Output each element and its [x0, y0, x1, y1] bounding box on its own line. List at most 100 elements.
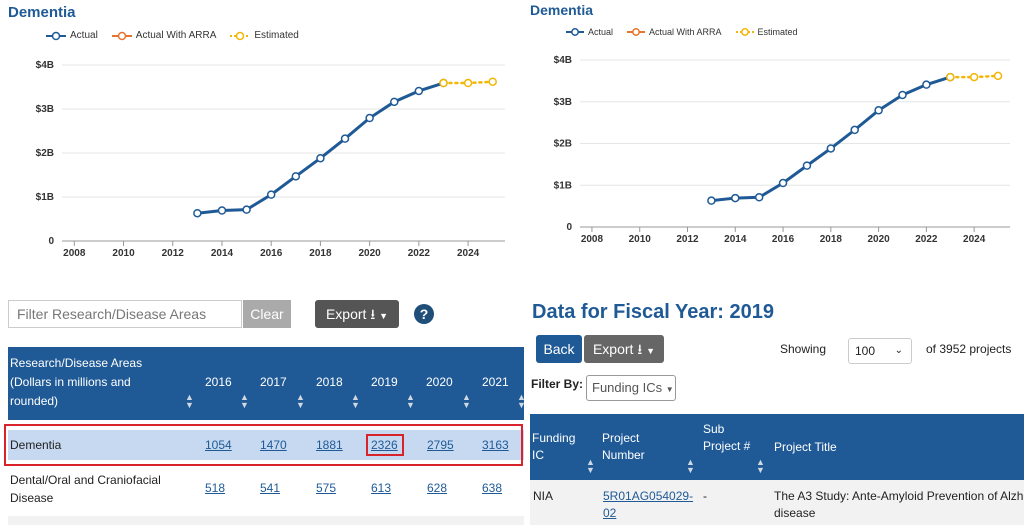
header-project-title[interactable]: Project Title: [774, 440, 837, 454]
data-point: [946, 72, 955, 82]
data-point: [193, 208, 202, 218]
row-name: Dementia: [10, 438, 62, 452]
left-panel: Dementia Actual Actual With ARRA Estimat…: [4, 4, 524, 525]
sort-icon[interactable]: ▲ ▼: [586, 457, 595, 475]
legend-line-icon: [735, 28, 754, 36]
legend-line-icon: [566, 28, 584, 36]
legend-item-arra[interactable]: Actual With ARRA: [111, 30, 217, 41]
value-link[interactable]: 518: [205, 481, 226, 495]
export-label: Export: [325, 306, 367, 322]
y-tick-label: $2B: [554, 139, 572, 150]
value-link[interactable]: 575: [316, 481, 337, 495]
x-tick-label: 2010: [112, 248, 135, 259]
header-year[interactable]: 2016: [205, 375, 232, 389]
data-point: [242, 205, 251, 214]
value-link[interactable]: 1470: [260, 438, 287, 452]
filter-research-input[interactable]: Filter Research/Disease Areas: [8, 300, 242, 328]
data-point: [802, 161, 812, 170]
value-link[interactable]: 613: [371, 481, 392, 495]
legend-label: Estimated: [757, 27, 798, 37]
value-link[interactable]: 3163: [482, 438, 509, 452]
back-button[interactable]: Back: [536, 335, 582, 363]
project-number-link[interactable]: 5R01AG054029-02: [603, 489, 694, 520]
legend-label: Actual With ARRA: [649, 27, 722, 37]
sort-icon[interactable]: ▲ ▼: [406, 392, 415, 410]
data-point: [778, 178, 788, 188]
value-link[interactable]: 2326: [371, 438, 398, 452]
download-icon: ⭳: [637, 341, 643, 357]
legend-item-actual[interactable]: Actual: [46, 30, 98, 41]
value-link[interactable]: 1054: [205, 438, 232, 452]
legend-line-icon: [111, 31, 132, 40]
sort-icon[interactable]: ▲ ▼: [185, 392, 194, 410]
value-link[interactable]: 628: [427, 481, 448, 495]
legend-line-icon: [46, 31, 66, 40]
x-tick-label: 2016: [772, 234, 795, 245]
header-year[interactable]: 2018: [316, 375, 343, 389]
header-funding-ic[interactable]: Funding IC: [532, 431, 576, 462]
right-panel: Dementia Actual Actual With ARRA Estimat…: [528, 0, 1024, 525]
y-tick-label: $4B: [36, 60, 54, 71]
table-row: Dental/Oral and Craniofacial Disease 518…: [8, 466, 524, 516]
help-icon[interactable]: ?: [414, 304, 434, 324]
sort-icon[interactable]: ▲ ▼: [351, 392, 360, 410]
data-point: [390, 97, 399, 107]
value-link[interactable]: 541: [260, 481, 281, 495]
x-tick-label: 2012: [162, 248, 185, 259]
data-point: [850, 125, 859, 135]
dementia-line-chart: 0 $1B $2B $3B $4B 2008 2010 2012 2014 2016 2018 202…: [554, 55, 1010, 245]
header-research-areas[interactable]: Research/Disease Areas (Dollars in milli…: [10, 356, 143, 408]
showing-label: Showing: [780, 342, 827, 356]
chevron-down-icon: ⌄: [894, 345, 903, 356]
value-link[interactable]: 2795: [427, 438, 454, 452]
legend-line-icon: [230, 31, 251, 40]
y-tick-label: $1B: [554, 180, 572, 191]
header-year[interactable]: 2020: [426, 375, 453, 389]
sort-icon[interactable]: ▲ ▼: [756, 457, 765, 475]
x-tick-label: 2020: [867, 234, 890, 245]
table-row: NIA 5R01AG054029-02 - The A3 Study: Ante…: [530, 480, 1024, 525]
header-year[interactable]: 2019: [371, 375, 398, 389]
data-point: [291, 172, 301, 181]
legend-item-estimated[interactable]: Estimated: [735, 27, 798, 37]
sort-icon[interactable]: ▲ ▼: [462, 392, 471, 410]
panel-divider: [524, 0, 528, 525]
page-size-value: 100: [855, 344, 876, 358]
legend-label: Actual With ARRA: [135, 30, 217, 41]
header-sub-project[interactable]: Sub Project #: [703, 422, 751, 453]
legend-item-estimated[interactable]: Estimated: [230, 30, 299, 41]
y-tick-label: $1B: [36, 192, 54, 203]
value-link[interactable]: 1881: [316, 438, 343, 452]
x-tick-label: 2008: [581, 234, 604, 245]
legend-item-actual[interactable]: Actual: [566, 27, 613, 37]
sort-icon[interactable]: ▲ ▼: [296, 392, 305, 410]
funding-ics-dropdown[interactable]: Funding ICs ▼: [586, 375, 676, 401]
page-size-select[interactable]: 100 ⌄: [848, 338, 912, 364]
chart-legend: Actual Actual With ARRA Estimated: [46, 30, 299, 41]
sort-icon[interactable]: ▲ ▼: [240, 392, 249, 410]
y-tick-label: $2B: [36, 148, 54, 159]
legend-item-arra[interactable]: Actual With ARRA: [627, 27, 722, 37]
header-year[interactable]: 2017: [260, 375, 287, 389]
highlight-cell-box: [366, 434, 404, 456]
filter-by-label: Filter By:: [531, 377, 584, 391]
x-tick-label: 2020: [359, 248, 382, 259]
export-button[interactable]: Export ⭳ ▼: [584, 335, 664, 363]
data-point: [365, 113, 374, 123]
header-year[interactable]: 2021: [482, 375, 509, 389]
sort-icon[interactable]: ▲ ▼: [517, 392, 524, 410]
project-count: of 3952 projects: [926, 342, 1012, 356]
header-project-number[interactable]: Project Number: [602, 431, 645, 462]
export-button[interactable]: Export ⭳ ▼: [315, 300, 399, 328]
data-point: [826, 144, 836, 153]
chart-title: Dementia: [8, 4, 76, 21]
clear-button[interactable]: Clear: [243, 300, 291, 328]
sort-icon[interactable]: ▲ ▼: [686, 457, 695, 475]
funding-ic-cell: NIA: [533, 489, 554, 503]
legend-label: Actual: [588, 27, 614, 37]
y-tick-label: $3B: [36, 104, 54, 115]
data-point: [439, 78, 448, 88]
data-point: [922, 80, 931, 89]
value-link[interactable]: 638: [482, 481, 503, 495]
highlight-row-box: [4, 424, 523, 466]
